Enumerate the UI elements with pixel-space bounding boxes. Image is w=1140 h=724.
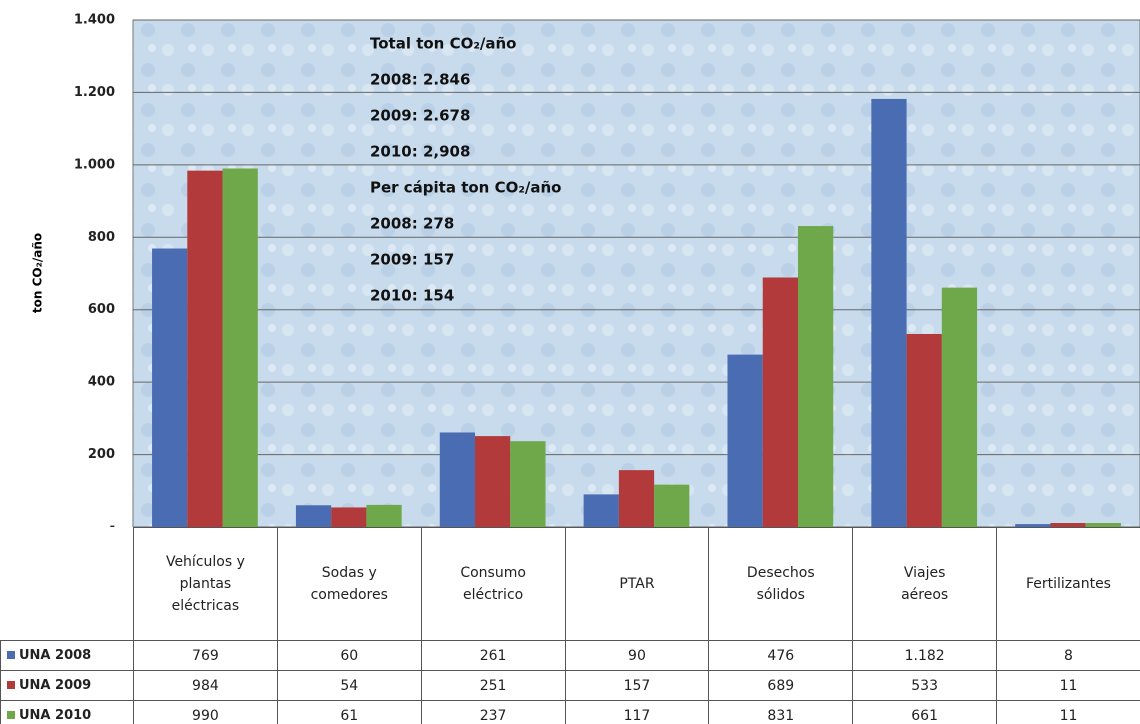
value-cell: 11 [996, 700, 1140, 724]
legend-swatch [7, 681, 15, 689]
table: Vehículos y plantas eléctricas Sodas y co… [0, 527, 1140, 724]
legend-swatch [7, 651, 15, 659]
value-cell: 60 [276, 640, 422, 671]
category-label: Fertilizantes [996, 527, 1140, 641]
plot-area [132, 19, 1140, 527]
category-label: Desechos sólidos [708, 527, 854, 641]
annotation: Per cápita ton CO₂/año [370, 179, 561, 197]
bar [295, 505, 332, 527]
bar [1050, 523, 1086, 527]
category-label: Viajes aéreos [852, 527, 998, 641]
value-cell: 237 [420, 700, 566, 724]
bar [475, 436, 511, 527]
legend-label: UNA 2009 [19, 678, 92, 693]
value-cell: 117 [564, 700, 710, 724]
value-cell: 661 [852, 700, 998, 724]
bar [654, 484, 690, 527]
bar [152, 248, 188, 527]
value-cell: 984 [133, 670, 278, 701]
value-cell: 689 [708, 670, 854, 701]
value-cell: 90 [564, 640, 710, 671]
y-tick-label: 1.000 [74, 157, 115, 172]
bar [727, 354, 763, 527]
chart: ton CO₂/año - 200 400 600 800 1.000 1.200 1.400… [31, 13, 1140, 528]
value-cell: 11 [996, 670, 1140, 701]
value-cell: 1.182 [852, 640, 998, 671]
y-axis-label: ton CO₂/año [31, 233, 45, 313]
value-cell: 533 [852, 670, 998, 701]
data-row: UNA 2009 984 54 251 157 689 533 11 [0, 670, 1140, 701]
bar [366, 504, 402, 527]
value-cell: 61 [276, 700, 422, 724]
annotation: 2009: 2.678 [370, 107, 470, 125]
value-cell: 157 [564, 670, 710, 701]
value-cell: 831 [708, 700, 854, 724]
blank-cell [0, 527, 134, 641]
annotation: 2008: 278 [370, 215, 454, 233]
bar [222, 168, 258, 527]
bar [906, 333, 942, 527]
bar [871, 98, 907, 527]
y-tick-label: 600 [88, 302, 115, 317]
legend-swatch [7, 711, 15, 719]
y-tick-label: 400 [88, 375, 115, 390]
y-tick-label: 200 [88, 447, 115, 462]
bar [941, 287, 978, 527]
bar [618, 470, 655, 527]
annotation: 2010: 154 [370, 287, 454, 305]
category-label: Consumo eléctrico [420, 527, 566, 641]
bar [1085, 523, 1121, 527]
bar [439, 432, 476, 527]
value-cell: 476 [708, 640, 854, 671]
bar [797, 226, 834, 527]
value-cell: 54 [276, 670, 422, 701]
y-tick-label: - [110, 520, 115, 528]
legend-entry: UNA 2009 [0, 670, 134, 701]
annotation: 2010: 2,908 [370, 143, 470, 161]
category-label: PTAR [564, 527, 710, 641]
bar [331, 507, 367, 527]
bar [187, 170, 223, 527]
annotation: Total ton CO₂/año [370, 35, 517, 53]
category-label: Sodas y comedores [276, 527, 422, 641]
legend-entry: UNA 2010 [0, 700, 134, 724]
bar [1015, 524, 1051, 527]
annotation: 2009: 157 [370, 251, 454, 269]
bar [762, 277, 798, 527]
y-tick-label: 1.400 [74, 13, 115, 28]
legend-entry: UNA 2008 [0, 640, 134, 671]
bar [510, 441, 546, 527]
value-cell: 990 [133, 700, 278, 724]
data-row: UNA 2010 990 61 237 117 831 661 11 [0, 700, 1140, 724]
value-cell: 8 [996, 640, 1140, 671]
y-tick-label: 1.200 [74, 85, 115, 100]
category-label: Vehículos y plantas eléctricas [133, 527, 278, 641]
data-row: UNA 2008 769 60 261 90 476 1.182 8 [0, 640, 1140, 671]
bar [583, 494, 619, 527]
annotation: 2008: 2.846 [370, 71, 470, 89]
data-table: Vehículos y plantas eléctricas Sodas y co… [0, 527, 1140, 724]
value-cell: 251 [420, 670, 566, 701]
legend-label: UNA 2008 [19, 648, 92, 663]
legend-label: UNA 2010 [19, 708, 92, 723]
header-row: Vehículos y plantas eléctricas Sodas y co… [0, 527, 1140, 641]
value-cell: 261 [420, 640, 566, 671]
value-cell: 769 [133, 640, 278, 671]
y-tick-label: 800 [88, 230, 115, 245]
